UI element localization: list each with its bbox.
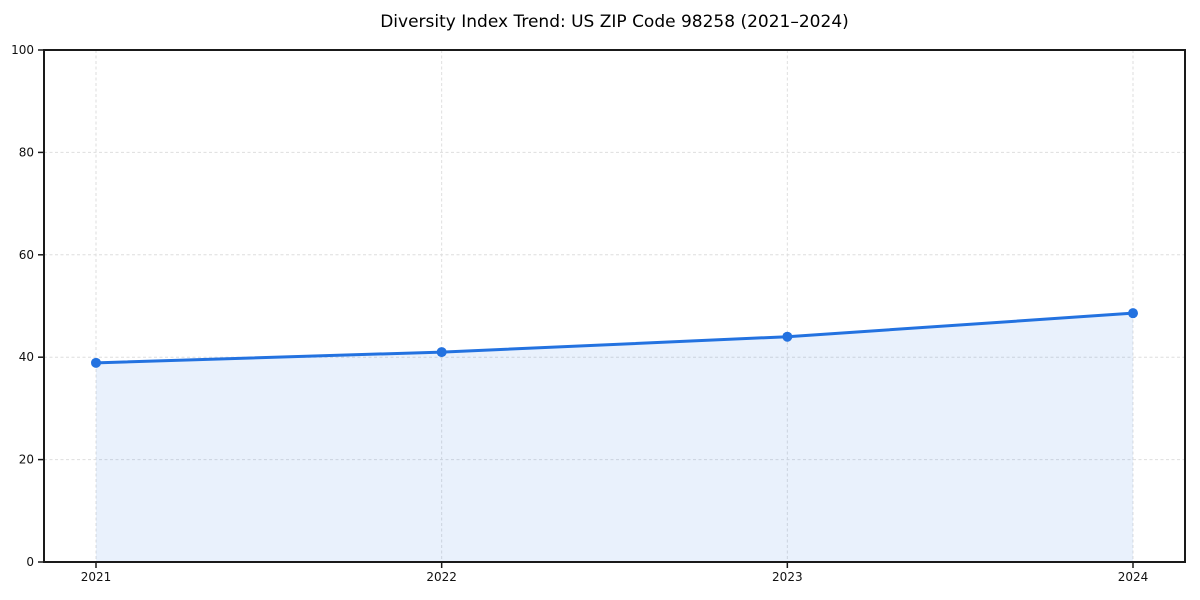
chart-title: Diversity Index Trend: US ZIP Code 98258… bbox=[380, 12, 849, 32]
y-tick-label: 60 bbox=[19, 248, 34, 262]
area-fill bbox=[96, 313, 1133, 562]
x-tick-label: 2024 bbox=[1118, 570, 1149, 584]
x-tick-label: 2023 bbox=[772, 570, 803, 584]
data-point-marker bbox=[91, 357, 101, 368]
y-tick-label: 80 bbox=[19, 145, 34, 159]
x-tick-label: 2022 bbox=[426, 570, 457, 584]
y-tick-label: 100 bbox=[11, 43, 34, 57]
data-point-marker bbox=[782, 331, 793, 342]
plot-border bbox=[43, 49, 1186, 563]
data-point-marker bbox=[1128, 308, 1138, 319]
x-tick-label: 2021 bbox=[81, 570, 112, 584]
y-tick-label: 20 bbox=[19, 453, 34, 467]
y-tick-label: 0 bbox=[26, 555, 34, 569]
trend-line bbox=[94, 311, 1135, 365]
data-point-marker bbox=[436, 347, 447, 358]
y-tick-label: 40 bbox=[19, 350, 34, 364]
